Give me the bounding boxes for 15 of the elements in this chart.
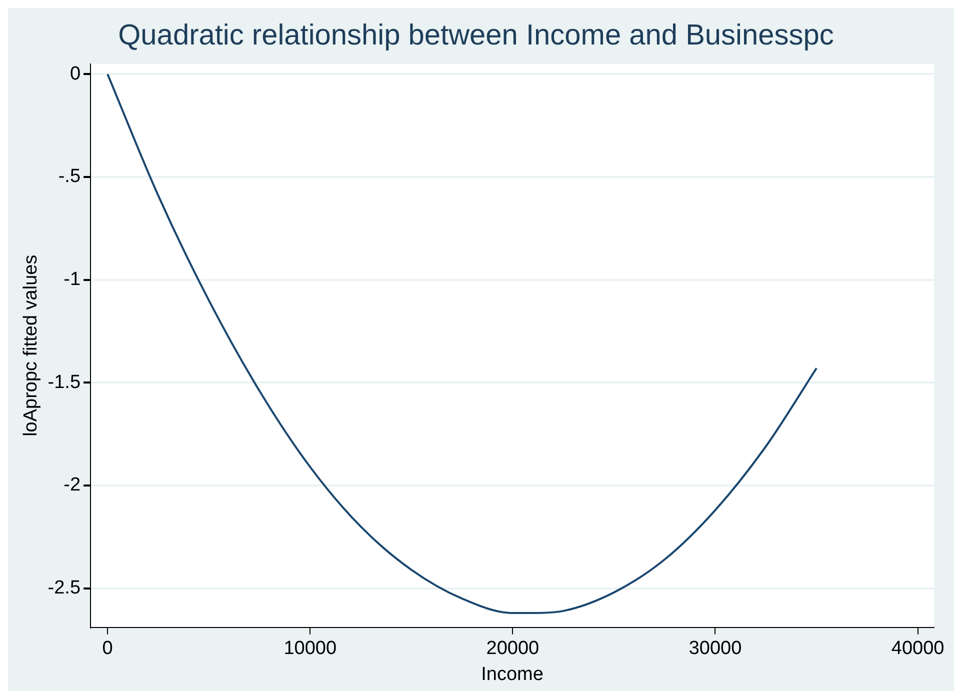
x-tick-label: 0 xyxy=(102,638,113,660)
y-tick-label: -1.5 xyxy=(48,372,81,393)
line-series xyxy=(106,73,818,614)
chart-title: Quadratic relationship between Income and Businesspc xyxy=(118,19,834,52)
x-tick-label: 10000 xyxy=(284,638,337,660)
x-tick-label: 30000 xyxy=(688,638,742,660)
y-tick-label: -1 xyxy=(64,269,81,290)
y-tick-label: -.5 xyxy=(58,166,81,188)
y-tick-label: -2 xyxy=(64,474,81,496)
x-tick-label: 20000 xyxy=(486,638,540,660)
y-tick-label: -2.5 xyxy=(48,578,81,599)
y-tick-label: 0 xyxy=(70,63,81,84)
y-axis-title: loApropc fitted values xyxy=(20,254,42,436)
x-tick-label: 40000 xyxy=(891,638,944,660)
x-axis-title: Income xyxy=(481,664,544,685)
